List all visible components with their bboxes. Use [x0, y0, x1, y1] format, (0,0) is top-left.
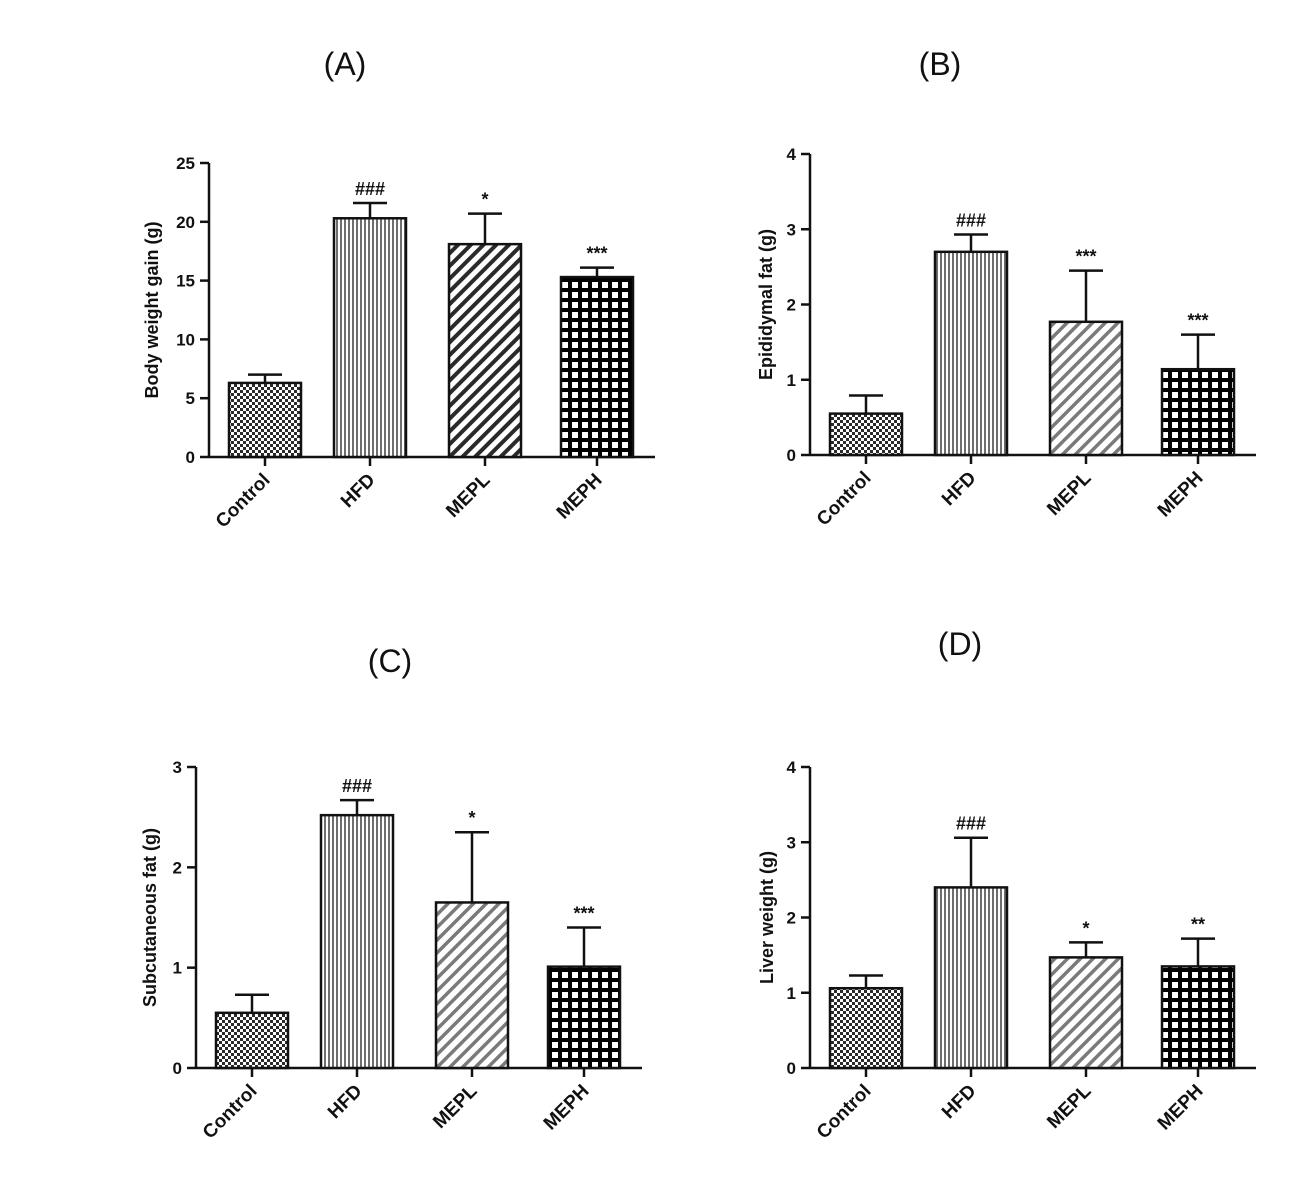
x-tick-label: MEPL: [1043, 467, 1095, 519]
y-tick-label: 3: [787, 220, 796, 239]
bar-mepl: [1048, 320, 1124, 457]
y-tick-label: 5: [186, 389, 195, 408]
y-tick-label: 2: [173, 858, 182, 877]
significance-label: ***: [1075, 247, 1096, 267]
x-tick-label: HFD: [938, 468, 980, 510]
bar-meph: [546, 965, 622, 1070]
y-tick-label: 15: [176, 272, 195, 291]
x-tick-label: Control: [813, 468, 876, 531]
x-tick-label: HFD: [324, 1081, 366, 1123]
panel-b: (B) Epididymal fat (g) 0 1 2 3 4 Control ### HFD *…: [756, 46, 1256, 530]
x-tick-label: MEPL: [429, 1080, 481, 1132]
y-tick-label: 4: [787, 145, 797, 164]
significance-label: *: [1082, 918, 1089, 938]
panel-c: (C) Subcutaneous fat (g) 0 1 2 3 Control ### HFD…: [140, 643, 642, 1143]
y-tick-label: 0: [787, 1059, 796, 1078]
significance-label: **: [1191, 915, 1205, 935]
significance-label: *: [468, 808, 475, 828]
bar-meph: [1160, 367, 1236, 457]
x-tick-label: Control: [212, 470, 275, 533]
x-tick-label: Control: [199, 1081, 262, 1144]
y-tick-label: 0: [173, 1059, 182, 1078]
x-tick-label: MEPH: [540, 1081, 594, 1135]
x-tick-label: Control: [813, 1081, 876, 1144]
significance-label: ###: [342, 776, 372, 796]
x-tick-label: HFD: [337, 470, 379, 512]
significance-label: ***: [586, 244, 607, 264]
significance-label: ###: [355, 179, 385, 199]
bar-hfd: [933, 250, 1009, 457]
x-tick-label: MEPL: [1043, 1080, 1095, 1132]
y-tick-label: 1: [787, 371, 796, 390]
x-tick-label: MEPH: [553, 470, 607, 524]
y-tick-label: 3: [173, 758, 182, 777]
y-axis-label: Subcutaneous fat (g): [140, 828, 160, 1007]
y-tick-label: 0: [186, 448, 195, 467]
significance-label: ***: [1187, 311, 1208, 331]
bar-mepl: [434, 901, 510, 1070]
significance-label: ###: [956, 814, 986, 834]
panel-a: (A) Body weight gain (g) 0 5 10 15 20 25 Control…: [142, 46, 655, 532]
panel-letter: (C): [368, 643, 412, 679]
bar-hfd: [332, 217, 408, 459]
y-tick-label: 2: [787, 909, 796, 928]
x-tick-label: HFD: [938, 1081, 980, 1123]
y-tick-label: 1: [173, 959, 182, 978]
y-tick-label: 3: [787, 833, 796, 852]
bar-control: [227, 381, 303, 459]
y-tick-label: 4: [787, 758, 797, 777]
bar-hfd: [319, 813, 395, 1070]
bar-mepl: [447, 242, 523, 459]
y-axis-label: Liver weight (g): [757, 851, 777, 984]
bar-hfd: [933, 886, 1009, 1070]
bar-mepl: [1048, 956, 1124, 1070]
bar-meph: [559, 275, 635, 459]
y-axis-label: Body weight gain (g): [142, 222, 162, 399]
y-tick-label: 25: [176, 154, 195, 173]
bar-meph: [1160, 965, 1236, 1070]
panel-letter: (B): [919, 46, 962, 82]
bar-control: [828, 412, 904, 457]
bar-control: [214, 1011, 290, 1070]
panel-letter: (A): [324, 46, 367, 82]
significance-label: *: [481, 190, 488, 210]
y-tick-label: 10: [176, 330, 195, 349]
y-tick-label: 2: [787, 296, 796, 315]
y-tick-label: 20: [176, 213, 195, 232]
significance-label: ***: [573, 904, 594, 924]
x-tick-label: MEPH: [1154, 1081, 1208, 1135]
x-tick-label: MEPL: [442, 469, 494, 521]
significance-label: ###: [956, 211, 986, 231]
bar-control: [828, 986, 904, 1070]
panel-d: (D) Liver weight (g) 0 1 2 3 4 Control ### HFD * ME…: [757, 626, 1256, 1143]
y-tick-label: 0: [787, 446, 796, 465]
panel-letter: (D): [938, 626, 982, 662]
y-tick-label: 1: [787, 984, 796, 1003]
x-tick-label: MEPH: [1154, 468, 1208, 522]
y-axis-label: Epididymal fat (g): [756, 229, 776, 380]
